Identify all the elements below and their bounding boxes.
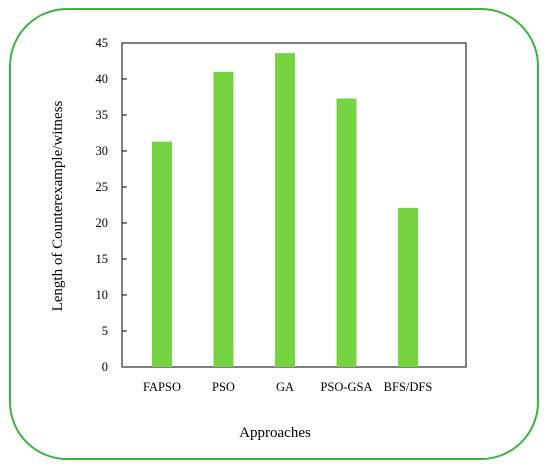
- x-axis: FAPSO PSO GA PSO-GSA BFS/DFS: [143, 380, 432, 394]
- bar-fapso: [152, 141, 172, 367]
- x-tick-label: GA: [276, 380, 294, 394]
- bar-pso: [213, 71, 234, 368]
- y-tick-label: 15: [96, 252, 109, 266]
- x-axis-title: Approaches: [239, 425, 311, 441]
- y-tick-label: 20: [96, 216, 109, 230]
- x-tick-label: PSO-GSA: [320, 380, 372, 394]
- x-tick-label: FAPSO: [143, 380, 181, 394]
- y-tick-label: 30: [96, 144, 109, 158]
- y-tick-label: 40: [96, 72, 109, 86]
- y-tick-label: 25: [96, 180, 109, 194]
- bar-pso-gsa: [336, 98, 357, 367]
- x-tick-label: BFS/DFS: [384, 380, 433, 394]
- y-tick-label: 0: [102, 360, 108, 374]
- y-tick-label: 35: [96, 108, 109, 122]
- y-tick-label: 45: [96, 36, 109, 50]
- y-axis-title: Length of Counterexample/witness: [50, 100, 66, 311]
- bar-ga: [275, 53, 295, 368]
- chart-frame: [9, 8, 539, 460]
- y-tick-label: 5: [102, 324, 108, 338]
- y-axis: 0 5 10 15 20 25 30 35 40 45: [96, 36, 127, 374]
- bar-bfs-dfs: [398, 207, 418, 367]
- x-tick-label: PSO: [212, 380, 235, 394]
- bar-series: [152, 53, 418, 368]
- y-tick-label: 10: [96, 288, 109, 302]
